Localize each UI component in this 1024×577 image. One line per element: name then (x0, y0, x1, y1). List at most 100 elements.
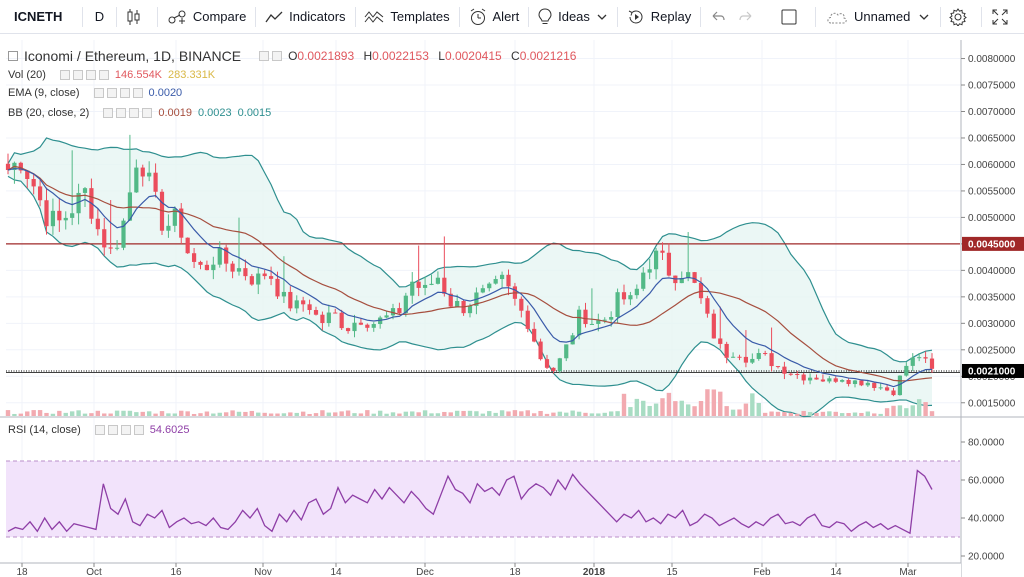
volume-bar (666, 392, 672, 416)
legend-settings-icon[interactable] (259, 51, 270, 61)
more-icon[interactable] (133, 425, 144, 435)
close-icon[interactable] (119, 88, 130, 98)
layout-name-button[interactable]: Unnamed (816, 0, 940, 34)
volume-bar (673, 401, 678, 416)
volume-bar (660, 398, 665, 416)
volume-bar (801, 410, 806, 416)
candle-body (743, 356, 749, 363)
candle-body (666, 252, 672, 276)
candle-body (570, 335, 575, 345)
price-tick-label: 0.0040000 (968, 266, 1016, 277)
candle-body (262, 273, 267, 277)
candle-body (499, 274, 505, 280)
candle-body (814, 377, 819, 380)
volume-bar (442, 411, 447, 416)
volume-bar (493, 412, 498, 416)
volume-bar (788, 412, 794, 416)
candle-body (166, 225, 171, 231)
legend-more-icon[interactable] (272, 51, 283, 61)
rsi-pane (6, 460, 960, 538)
chart-canvas[interactable]: 0.0080000 0.0075000 0.0070000 0.0065000 0.00… (0, 34, 1024, 577)
candle-body (403, 295, 408, 314)
alert-label: Alert (492, 9, 520, 24)
rsi-band-fill (6, 461, 960, 537)
candle-body (544, 359, 550, 368)
volume-bar (576, 411, 582, 416)
candle-body (904, 365, 909, 376)
candle-body (448, 293, 453, 307)
volume-bar (762, 412, 768, 416)
rsi-tick-label: 60.0000 (968, 476, 1005, 487)
volume-bar (262, 412, 267, 416)
volume-bar (685, 404, 691, 416)
volume-bar (807, 412, 813, 416)
candle-body (333, 312, 338, 314)
indicators-button[interactable]: Indicators (256, 0, 354, 34)
horizontal-levels[interactable] (6, 243, 960, 373)
volume-bar (769, 411, 774, 416)
candle-body (82, 188, 88, 193)
time-axis[interactable]: 18 Oct 16 Nov 14 Dec 18 2018 15 Feb 14 Mar (0, 562, 961, 577)
volume-bar (275, 413, 280, 416)
volume-bar (827, 411, 832, 416)
more-icon[interactable] (98, 70, 109, 80)
maximize-button[interactable] (982, 0, 1024, 34)
replay-button[interactable]: Replay (618, 0, 700, 34)
low-value: 0.0020415 (444, 49, 502, 63)
candle-body (859, 380, 864, 386)
settings-icon[interactable] (116, 108, 127, 118)
settings-button[interactable] (941, 0, 981, 34)
fullscreen-toggle-button[interactable] (769, 0, 815, 34)
time-tick-label: Feb (753, 567, 771, 577)
candle-body (641, 272, 646, 289)
settings-icon[interactable] (107, 425, 118, 435)
volume-bar (345, 410, 351, 416)
compare-button[interactable]: Compare (158, 0, 255, 34)
candle-body (185, 237, 190, 254)
candle-body (339, 312, 344, 329)
redo-button[interactable] (737, 0, 769, 34)
visibility-icon[interactable] (103, 108, 114, 118)
alert-button[interactable]: Alert (460, 0, 529, 34)
candle-body (730, 356, 736, 358)
settings-icon[interactable] (106, 88, 117, 98)
volume-bar (172, 413, 178, 416)
bb-lower-value: 0.0015 (237, 107, 272, 119)
volume-bar (223, 412, 229, 416)
ohlc-values: O0.0021893 H0.0022153 L0.0020415 C0.0021… (288, 49, 577, 63)
series-collapse-icon[interactable] (8, 51, 18, 61)
volume-bar (37, 410, 43, 416)
separator (616, 6, 618, 27)
visibility-icon[interactable] (94, 425, 105, 435)
volume-bar (743, 403, 749, 416)
candle-body (564, 344, 569, 359)
expand-icon (992, 9, 1008, 24)
volume-bars (5, 389, 935, 416)
volume-bar (865, 411, 871, 416)
candle-body (891, 390, 896, 396)
close-icon[interactable] (129, 108, 140, 118)
close-icon[interactable] (120, 425, 131, 435)
visibility-icon[interactable] (59, 70, 70, 80)
separator (81, 6, 83, 27)
interval-button[interactable]: D (94, 9, 105, 24)
more-icon[interactable] (132, 88, 143, 98)
volume-bar (910, 405, 915, 416)
templates-button[interactable]: Templates (355, 0, 458, 34)
more-icon[interactable] (142, 108, 153, 118)
undo-button[interactable] (701, 0, 737, 34)
chart-area[interactable]: 0.0080000 0.0075000 0.0070000 0.0065000 0.00… (0, 34, 1024, 577)
replay-label: Replay (650, 9, 692, 24)
ideas-button[interactable]: Ideas (529, 0, 617, 34)
visibility-icon[interactable] (93, 88, 104, 98)
settings-icon[interactable] (72, 70, 83, 80)
indicators-label: Indicators (289, 9, 346, 24)
close-icon[interactable] (85, 70, 96, 80)
symbol-search-button[interactable]: ICNETH (14, 9, 63, 24)
price-axis[interactable]: 0.0080000 0.0075000 0.0070000 0.0065000 0.00… (960, 40, 1024, 577)
candle-body (493, 279, 498, 284)
volume-bar (820, 411, 826, 416)
candle-body (455, 300, 460, 307)
chart-style-button[interactable] (117, 0, 157, 34)
candles-icon (127, 8, 140, 25)
